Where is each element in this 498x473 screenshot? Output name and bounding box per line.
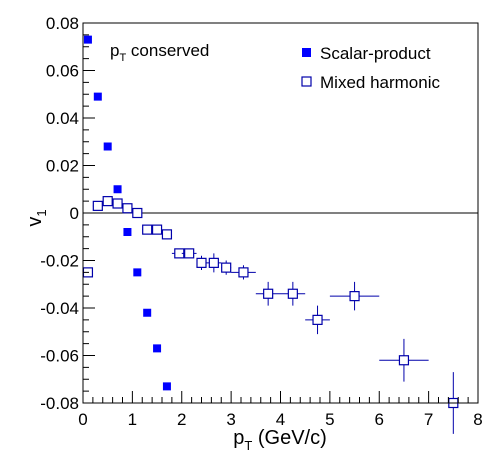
mixed-harmonic-point [305, 306, 330, 335]
scalar-product-point [84, 36, 92, 44]
mixed-harmonic-point [330, 282, 379, 311]
x-tick-label: 1 [128, 410, 137, 429]
x-axis-title: pT (GeV/c) [233, 427, 327, 453]
mixed-harmonic-marker [350, 292, 359, 301]
y-tick-label: -0.04 [40, 299, 79, 318]
mixed-harmonic-point [281, 282, 306, 306]
mixed-harmonic-point [231, 265, 256, 279]
scalar-product-point [104, 143, 112, 151]
mixed-harmonic-point [256, 282, 281, 306]
mixed-harmonic-point [103, 197, 113, 206]
mixed-harmonic-point [152, 225, 162, 234]
mixed-harmonic-marker [103, 197, 112, 206]
scalar-product-point [143, 309, 151, 317]
x-tick-label: 0 [78, 410, 87, 429]
y-tick-label: 0 [70, 204, 79, 223]
mixed-harmonic-point [206, 253, 221, 272]
y-tick-label: 0.04 [46, 109, 79, 128]
scalar-product-point [133, 268, 141, 276]
mixed-harmonic-marker [185, 249, 194, 258]
mixed-harmonic-point [113, 199, 123, 208]
y-tick-label: -0.06 [40, 347, 79, 366]
mixed-harmonic-point [221, 261, 231, 275]
y-tick-label: 0.08 [46, 14, 79, 33]
y-tick-label: 0.06 [46, 62, 79, 81]
mixed-harmonic-point [93, 201, 103, 210]
annotation-rest: conserved [126, 41, 209, 60]
mixed-harmonic-point [197, 256, 207, 270]
scalar-product-point [123, 228, 131, 236]
legend-marker-mixed-harmonic [302, 77, 311, 86]
mixed-harmonic-point [123, 204, 133, 213]
scalar-product-point [163, 382, 171, 390]
mixed-harmonic-marker [133, 209, 142, 218]
y-tick-label: -0.08 [40, 394, 79, 413]
scalar-product-point [153, 344, 161, 352]
data-marks [83, 36, 478, 434]
mixed-harmonic-marker [153, 225, 162, 234]
legend: Scalar-product Mixed harmonic [302, 44, 440, 92]
mixed-harmonic-point [132, 209, 142, 218]
mixed-harmonic-marker [222, 263, 231, 272]
x-tick-label: 2 [177, 410, 186, 429]
mixed-harmonic-marker [93, 201, 102, 210]
mixed-harmonic-marker [113, 199, 122, 208]
x-tick-label: 7 [424, 410, 433, 429]
scalar-product-point [94, 93, 102, 101]
x-tick-label: 6 [375, 410, 384, 429]
mixed-harmonic-marker [288, 289, 297, 298]
mixed-harmonic-marker [264, 289, 273, 298]
mixed-harmonic-marker [313, 315, 322, 324]
legend-marker-scalar-product [302, 48, 311, 57]
scalar-product-point [114, 185, 122, 193]
mixed-harmonic-marker [209, 258, 218, 267]
y-axis-title: v1 [24, 209, 49, 226]
mixed-harmonic-point [142, 225, 152, 234]
mixed-harmonic-marker [239, 268, 248, 277]
x-tick-label: 8 [473, 410, 482, 429]
annotation-main: p [110, 41, 119, 60]
mixed-harmonic-marker [197, 258, 206, 267]
y-tick-label: -0.02 [40, 252, 79, 271]
mixed-harmonic-marker [143, 225, 152, 234]
mixed-harmonic-point [162, 230, 172, 239]
annotation-pt-conserved: pT conserved [110, 41, 209, 64]
legend-label-mixed-harmonic: Mixed harmonic [320, 73, 440, 92]
y-tick-label: 0.02 [46, 157, 79, 176]
legend-label-scalar-product: Scalar-product [320, 44, 431, 63]
mixed-harmonic-marker [123, 204, 132, 213]
mixed-harmonic-point [379, 339, 428, 382]
mixed-harmonic-marker [162, 230, 171, 239]
mixed-harmonic-marker [399, 356, 408, 365]
